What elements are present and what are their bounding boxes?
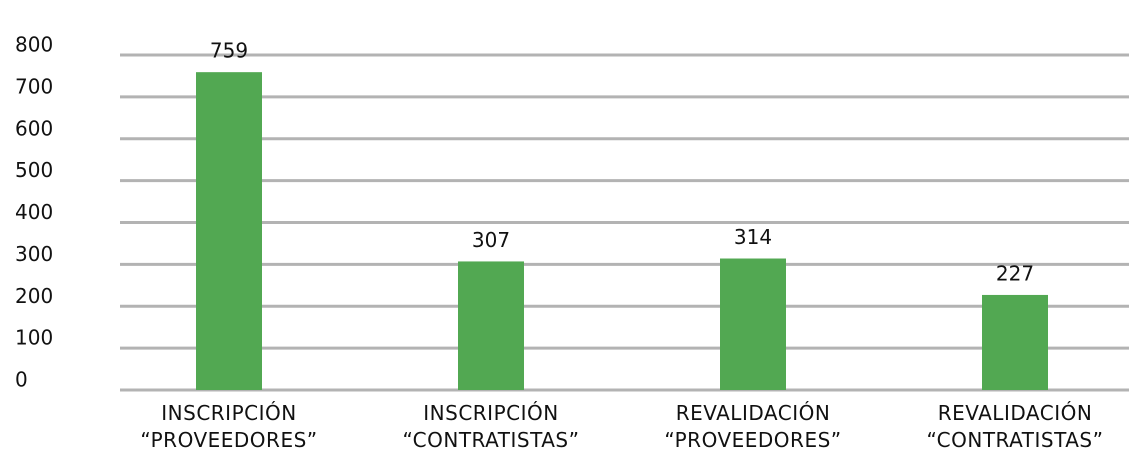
x-tick-label: INSCRIPCIÓN “PROVEEDORES” — [140, 401, 318, 452]
bar — [196, 72, 262, 390]
x-tick-label: REVALIDACIÓN “PROVEEDORES” — [664, 401, 842, 452]
y-tick-label: 0 — [15, 368, 28, 392]
y-tick-label: 300 — [15, 242, 53, 266]
value-label: 307 — [472, 228, 510, 252]
value-label: 227 — [996, 261, 1034, 285]
bar — [720, 258, 786, 390]
y-tick-label: 700 — [15, 74, 53, 98]
bar — [458, 261, 524, 390]
y-tick-label: 100 — [15, 326, 53, 350]
value-label: 314 — [734, 225, 772, 249]
y-tick-label: 500 — [15, 158, 53, 182]
y-tick-label: 600 — [15, 116, 53, 140]
y-tick-label: 200 — [15, 284, 53, 308]
y-tick-label: 400 — [15, 200, 53, 224]
y-tick-label: 800 — [15, 33, 53, 57]
x-tick-label: INSCRIPCIÓN “CONTRATISTAS” — [402, 401, 580, 452]
value-label: 759 — [210, 39, 248, 63]
bar — [982, 294, 1048, 390]
x-tick-label: REVALIDACIÓN “CONTRATISTAS” — [926, 401, 1104, 452]
